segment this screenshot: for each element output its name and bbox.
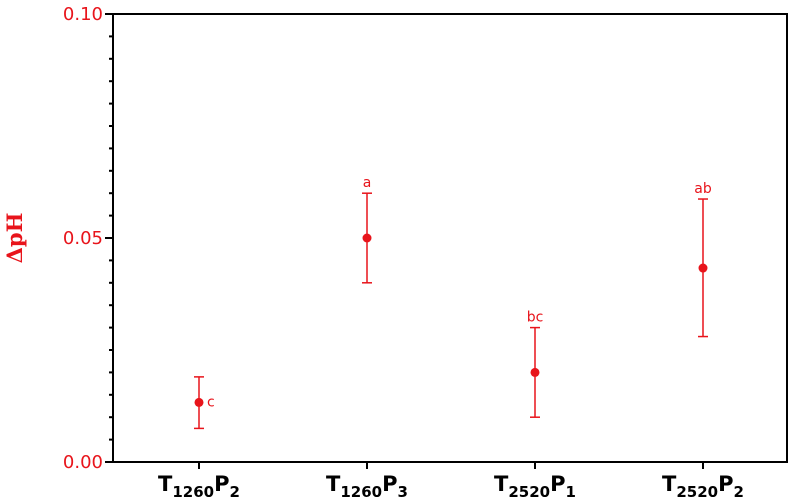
x-tick-label: T2520P1 xyxy=(494,472,576,501)
x-tick-label-main: P xyxy=(382,472,397,496)
x-tick-label-main: T xyxy=(326,472,341,496)
x-tick-label-main: T xyxy=(494,472,509,496)
x-tick-label-main: T xyxy=(158,472,173,496)
significance-letter: bc xyxy=(527,310,544,326)
x-tick-label-subscript: 3 xyxy=(398,483,408,501)
y-tick-label: 0.00 xyxy=(63,452,103,473)
data-point xyxy=(362,233,372,243)
x-tick-label-main: P xyxy=(718,472,733,496)
data-point xyxy=(698,263,708,273)
x-tick-label-subscript: 2 xyxy=(734,483,744,501)
error-bar-group: c xyxy=(194,376,215,430)
x-tick-label: T2520P2 xyxy=(662,472,744,501)
y-tick-label: 0.05 xyxy=(63,228,103,249)
x-tick-label-main: P xyxy=(214,472,229,496)
data-marks: c a bc ab xyxy=(194,175,712,430)
x-tick-label-subscript: 1260 xyxy=(340,483,382,501)
data-point xyxy=(194,397,204,407)
significance-letter: c xyxy=(207,394,215,410)
y-tick-label: 0.10 xyxy=(63,4,103,25)
significance-letter: ab xyxy=(694,181,712,197)
x-tick-label: T1260P3 xyxy=(326,472,408,501)
x-tick-label-subscript: 1260 xyxy=(172,483,214,501)
x-tick-label-subscript: 2520 xyxy=(508,483,550,501)
x-tick-label: T1260P2 xyxy=(158,472,240,501)
x-tick-label-main: T xyxy=(662,472,677,496)
y-ticks: 0.00 0.05 0.10 xyxy=(63,4,113,473)
x-tick-label-subscript: 1 xyxy=(566,483,576,501)
x-tick-labels: T1260P2 T1260P3 T2520P1 T2520P2 xyxy=(158,462,744,501)
x-tick-label-subscript: 2 xyxy=(230,483,240,501)
x-tick-label-main: P xyxy=(550,472,565,496)
error-bar-group: bc xyxy=(527,310,544,418)
error-bar-group: a xyxy=(362,175,372,284)
data-point xyxy=(530,367,540,377)
x-tick-label-subscript: 2520 xyxy=(676,483,718,501)
y-axis-label: ΔpH xyxy=(2,213,27,264)
significance-letter: a xyxy=(363,175,372,191)
error-bar-group: ab xyxy=(694,181,712,338)
